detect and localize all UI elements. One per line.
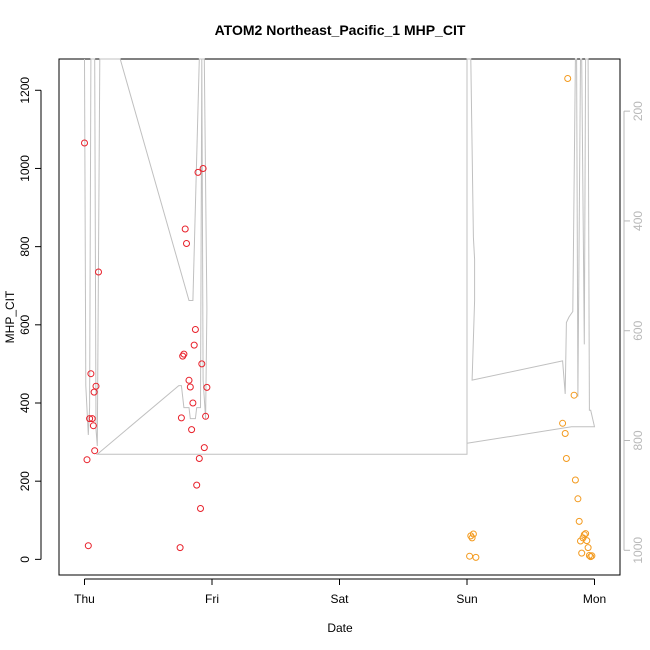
data-point	[469, 530, 477, 538]
data-point	[466, 552, 474, 560]
data-point	[199, 165, 207, 172]
data-point	[181, 225, 189, 233]
data-point	[92, 382, 100, 390]
data-point	[86, 415, 94, 423]
data-point	[564, 75, 572, 82]
data-point	[195, 455, 203, 462]
x-tick-label: Fri	[205, 592, 219, 606]
data-point	[185, 376, 193, 384]
y-tick-label: 0	[18, 556, 32, 563]
plot-frame	[58, 58, 621, 576]
data-point	[183, 240, 190, 247]
y2-tick-label: 600	[631, 320, 645, 340]
data-point	[588, 552, 596, 560]
chart-title: ATOM2 Northeast_Pacific_1 MHP_CIT	[215, 22, 466, 38]
data-point	[575, 517, 583, 525]
y-tick-label: 600	[18, 314, 32, 334]
data-point	[87, 370, 95, 378]
data-point	[190, 341, 198, 349]
data-point	[203, 383, 211, 391]
data-point	[578, 549, 586, 557]
data-point	[193, 481, 201, 489]
data-point	[571, 476, 579, 484]
x-tick-label: Thu	[74, 592, 95, 606]
data-point	[198, 360, 206, 368]
data-point	[472, 553, 480, 561]
data-point	[559, 419, 567, 427]
data-point	[81, 139, 88, 147]
data-point	[194, 168, 202, 176]
data-point	[200, 444, 208, 452]
data-point	[583, 537, 591, 545]
line-series	[84, 58, 596, 455]
y-axis-left: 0 200 400 600 800 1000 1200	[18, 77, 42, 563]
data-point	[84, 542, 92, 550]
data-point	[176, 544, 184, 552]
data-point	[585, 552, 593, 559]
data-point	[186, 383, 194, 391]
y2-tick-label: 800	[631, 430, 645, 450]
x-tick-label: Mon	[583, 592, 606, 606]
data-point	[587, 553, 595, 561]
data-point	[202, 412, 210, 420]
data-points	[81, 75, 596, 561]
data-point	[562, 455, 570, 462]
y2-tick-label: 1000	[631, 537, 645, 564]
data-point	[177, 414, 185, 422]
data-point	[582, 530, 590, 538]
x-axis-title: Date	[327, 621, 353, 635]
x-tick-label: Sat	[330, 592, 349, 606]
chart-lines	[84, 58, 596, 455]
data-point	[468, 534, 476, 542]
y-tick-label: 400	[18, 393, 32, 413]
data-point	[91, 447, 99, 455]
data-point	[189, 399, 197, 407]
data-point	[561, 430, 569, 437]
x-axis: Thu Fri Sat Sun Mon	[74, 578, 606, 606]
data-point	[89, 422, 97, 430]
data-point	[570, 391, 578, 399]
x-tick-label: Sun	[456, 592, 477, 606]
y-tick-label: 200	[18, 471, 32, 491]
data-point	[83, 456, 91, 464]
y-axis-title: MHP_CIT	[3, 290, 17, 343]
data-point	[88, 415, 96, 423]
data-point	[95, 268, 102, 276]
data-point	[197, 505, 204, 512]
y2-tick-label: 400	[631, 211, 645, 231]
data-point	[188, 426, 196, 434]
y-axis-right: 200 400 600 800 1000	[623, 101, 645, 564]
y2-tick-label: 200	[631, 101, 645, 121]
data-point	[180, 350, 188, 358]
data-point	[580, 531, 588, 539]
data-point	[584, 544, 592, 552]
y-tick-label: 800	[18, 236, 32, 256]
data-point	[191, 326, 199, 333]
y-tick-label: 1200	[18, 77, 32, 104]
data-point	[574, 495, 582, 503]
y-tick-label: 1000	[18, 155, 32, 182]
